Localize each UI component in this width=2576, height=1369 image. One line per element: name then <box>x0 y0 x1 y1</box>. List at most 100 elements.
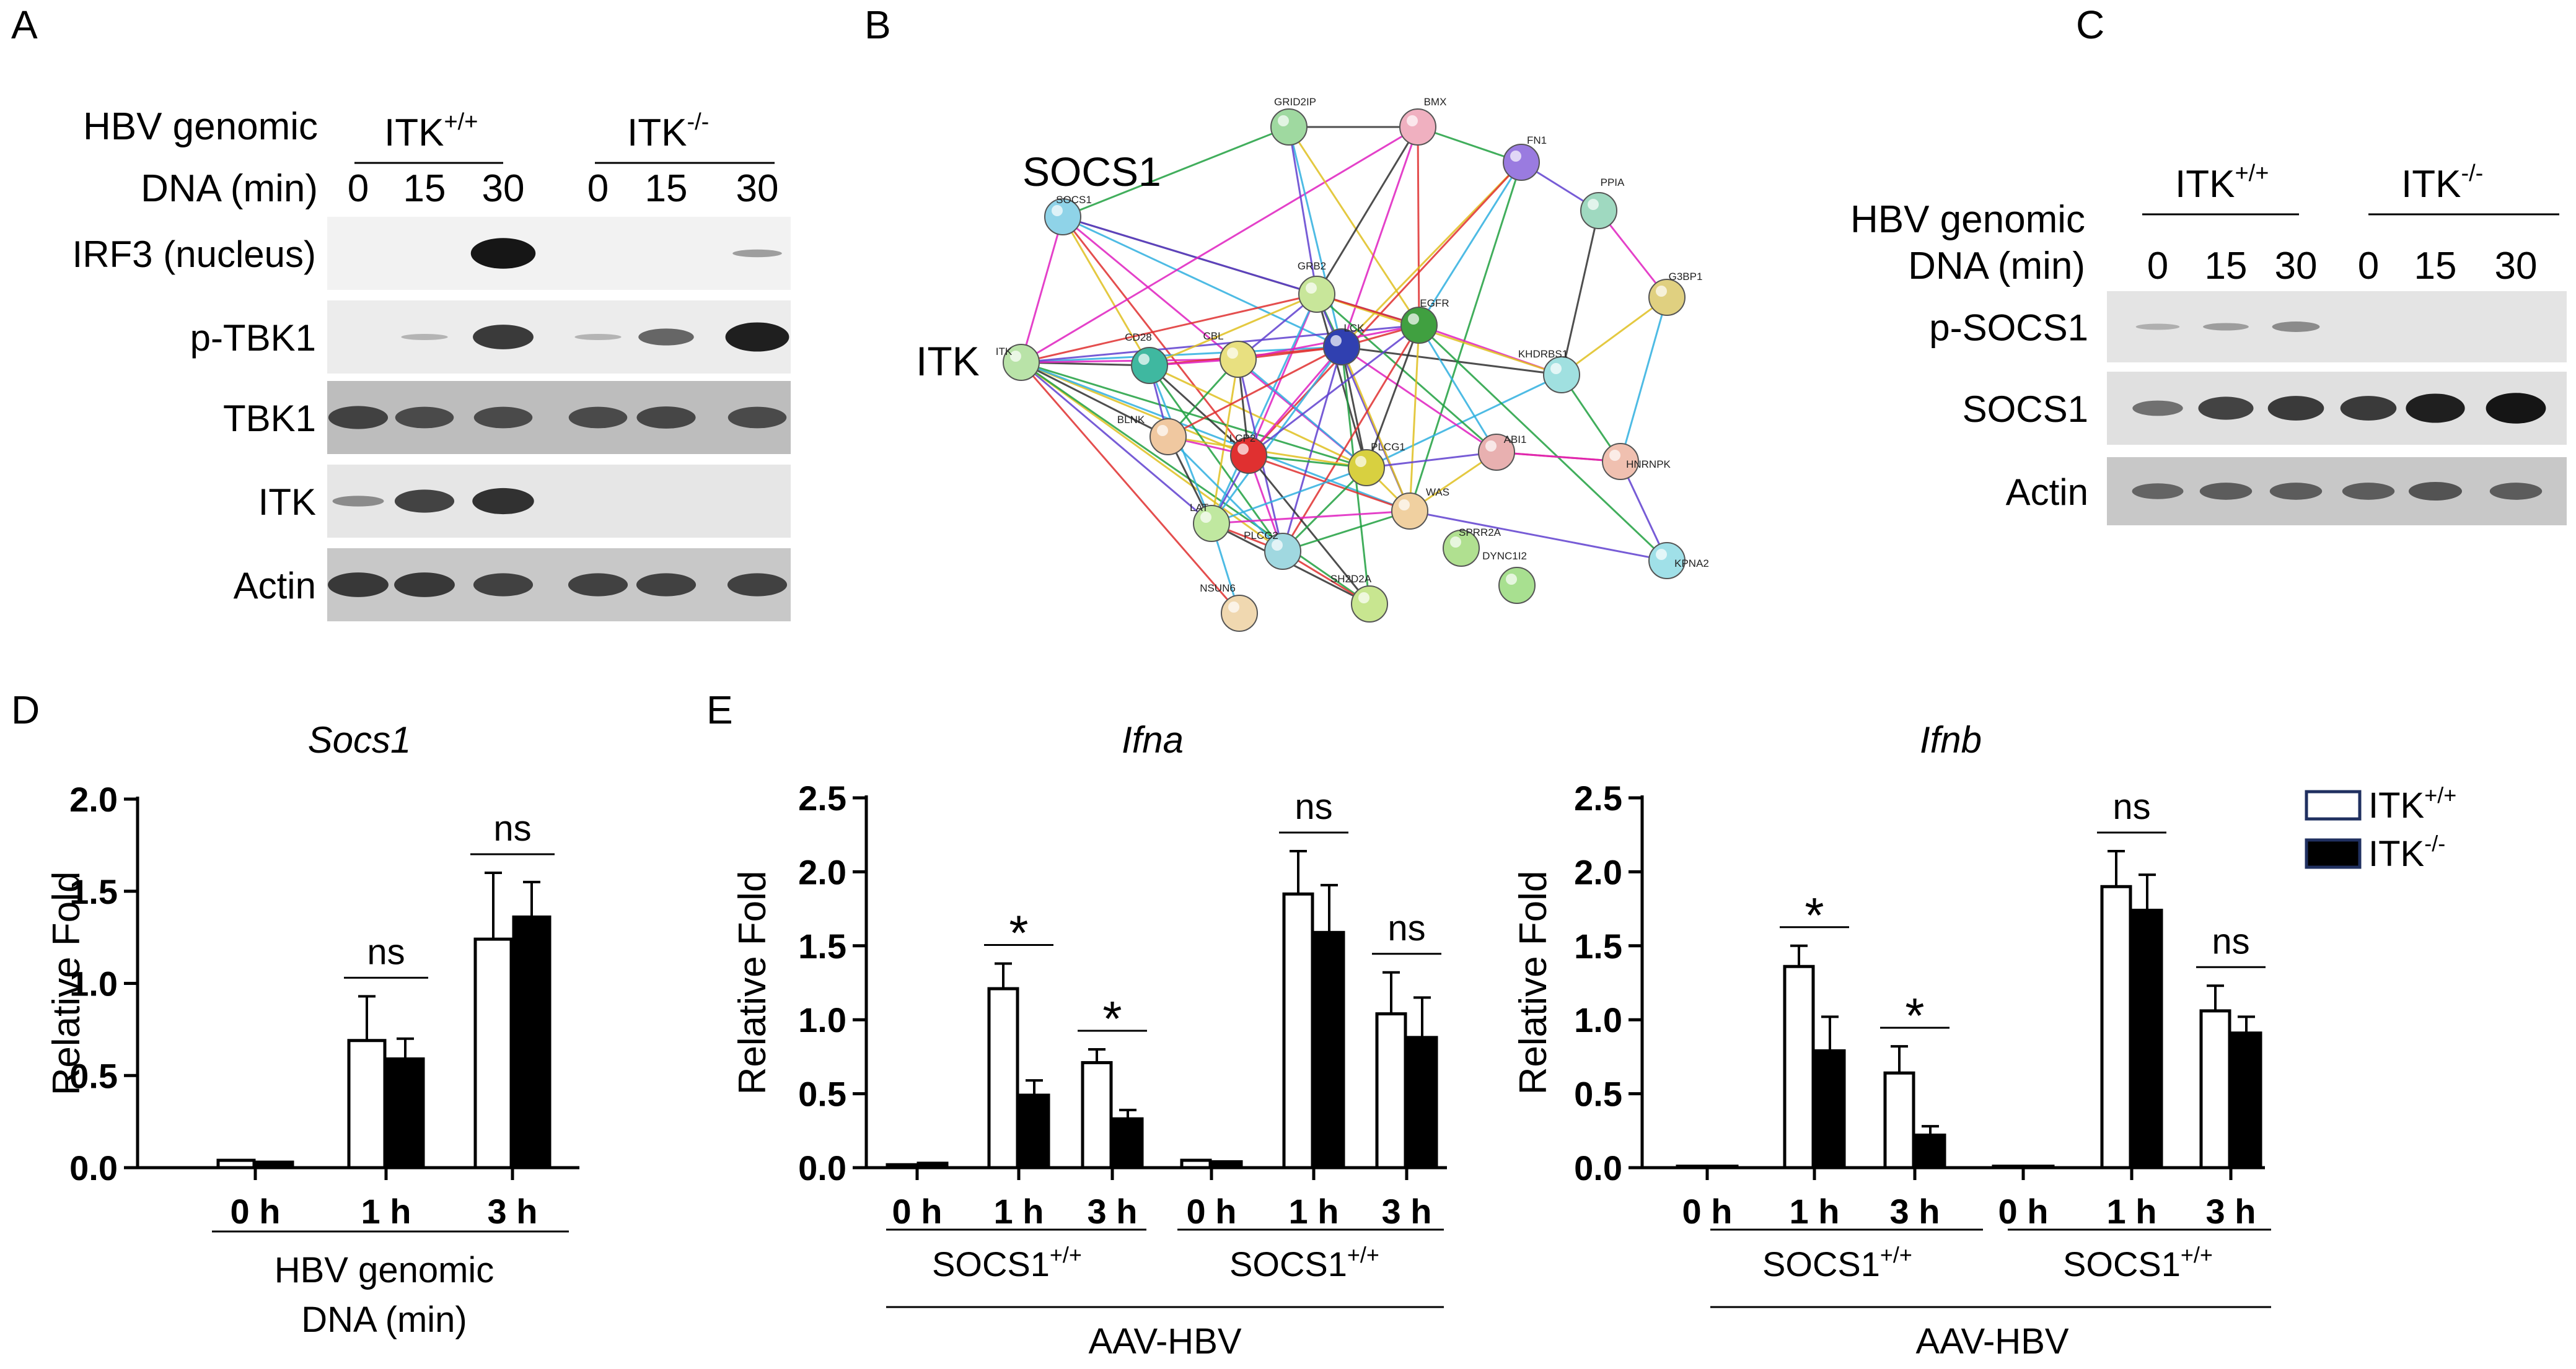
blot-band <box>728 406 787 429</box>
network-edge <box>1020 216 1064 363</box>
bar-itk-ko <box>1112 1117 1144 1170</box>
network-edge <box>1248 324 1420 457</box>
significance-label: * <box>1009 905 1028 960</box>
network-edge <box>1288 126 1318 295</box>
blot-band <box>395 406 454 429</box>
network-edge <box>1247 455 1371 605</box>
blot-band <box>2198 396 2254 420</box>
x-tick-label: 0 h <box>892 1192 943 1231</box>
significance-label: ns <box>2212 921 2249 961</box>
network-node <box>1648 279 1686 316</box>
blot-band <box>2489 483 2543 500</box>
lane-time-label: 0 <box>2147 245 2168 287</box>
network-edge <box>1210 294 1318 524</box>
blot-band <box>328 406 389 429</box>
x-tick-label: 3 h <box>1088 1192 1138 1231</box>
network-big-label-socs1: SOCS1 <box>1022 149 1161 195</box>
bar-itk-ko <box>1707 1165 1739 1170</box>
network-edge <box>1366 451 1497 469</box>
network-edge <box>1149 364 1367 469</box>
network-node <box>1580 192 1617 229</box>
bar-itk-wt <box>473 937 513 1170</box>
network-edge <box>1341 346 1562 376</box>
network-edge <box>1418 324 1668 562</box>
legend-swatch-itk-wt <box>2305 790 2362 821</box>
network-node-highlight <box>1408 313 1419 325</box>
network-edge <box>1418 162 1523 326</box>
network-edge <box>1149 293 1317 367</box>
network-edge <box>1366 374 1562 469</box>
network-node-label: BLNK <box>1117 414 1145 426</box>
bar-itk-wt <box>987 987 1019 1170</box>
network-node-highlight <box>1550 363 1562 374</box>
y-tick-label: 1.5 <box>798 927 846 966</box>
panel-label-a: A <box>11 2 38 47</box>
blot-row-label: SOCS1 <box>1963 388 2088 430</box>
network-edge <box>1316 126 1419 295</box>
chart-e-ifnb: Ifnb Relative Fold 0.0 0.5 1.0 1.5 2.0 2.5 0 h 1 … <box>1512 719 2271 1362</box>
bar-itk-ko <box>1814 1049 1846 1170</box>
blot-band <box>568 573 628 597</box>
network-node-label: LCP2 <box>1229 432 1256 444</box>
y-tick-label: 0.0 <box>798 1148 846 1187</box>
network-node-highlight <box>1157 425 1168 436</box>
network-edge <box>1247 161 1523 457</box>
x-tick-label: 3 h <box>1890 1192 1940 1231</box>
bar-itk-ko <box>1406 1036 1438 1170</box>
network-node-highlight <box>1358 592 1369 603</box>
network-node-label: SH2D2A <box>1330 573 1372 585</box>
blot-row-label: p-SOCS1 <box>1929 307 2088 349</box>
subgroup-label: SOCS1+/+ <box>932 1242 1082 1284</box>
chart-title: Ifnb <box>1920 719 1982 761</box>
panel-label-c: C <box>2076 2 2104 47</box>
legend-label-itk-ko: ITK-/- <box>2368 831 2445 874</box>
bar-itk-wt <box>1992 1165 2024 1170</box>
blot-band <box>2269 483 2323 500</box>
blot-c-time-labels: 0 15 30 0 15 30 <box>2147 245 2538 287</box>
network-node-highlight <box>1609 450 1620 461</box>
network-edge <box>1619 297 1668 462</box>
blot-a-header-line1: HBV genomic <box>83 105 318 148</box>
network-node-label: G3BP1 <box>1669 271 1703 282</box>
network-node-label: PPIA <box>1601 177 1625 188</box>
blot-a-group1: ITK+/+ <box>384 109 478 154</box>
blot-c-group1: ITK+/+ <box>2175 160 2269 206</box>
bar-itk-wt <box>1081 1061 1113 1170</box>
network-node <box>1348 449 1385 486</box>
network-edge <box>1282 510 1410 553</box>
y-tick-label: 2.0 <box>69 780 118 819</box>
lane-time-label: 0 <box>587 167 609 210</box>
network-edge <box>1167 346 1342 438</box>
network-edge <box>1167 435 1367 469</box>
y-tick-label: 1.0 <box>1574 1000 1622 1039</box>
bar-itk-wt <box>886 1163 918 1170</box>
chart-d-socs1: Socs1 Relative Fold 0.0 0.5 1.0 1.5 2.0 0 h 1 h n… <box>45 719 579 1340</box>
blot-band <box>636 573 697 597</box>
network-node-label: DYNC1I2 <box>1482 550 1527 562</box>
network-node-label: ITK <box>996 346 1013 357</box>
blot-band <box>332 496 384 507</box>
network-node <box>1498 567 1536 604</box>
group-label: AAV-HBV <box>1915 1321 2068 1362</box>
network-node-highlight <box>1200 512 1211 523</box>
bar-itk-ko <box>255 1160 294 1170</box>
network-edge <box>1316 293 1497 453</box>
blot-band <box>394 572 455 597</box>
network-node-label: WAS <box>1426 486 1449 498</box>
blot-row-label: TBK1 <box>223 398 316 439</box>
blot-c-group2: ITK-/- <box>2401 160 2483 206</box>
network-node-label: ABI1 <box>1504 434 1527 445</box>
significance-label: ns <box>1295 787 1332 827</box>
subgroup-label: SOCS1+/+ <box>1229 1242 1379 1284</box>
blot-band <box>2342 483 2395 500</box>
chart-title: Ifna <box>1122 719 1184 761</box>
blot-band <box>472 488 534 515</box>
bar-itk-wt <box>1180 1158 1212 1170</box>
network-node-highlight <box>1485 440 1497 452</box>
panel-b-network: SOCS1 ITK GRID2IP BMX FN1 PPIA GRB2 CD28 CBL LCK E… <box>916 96 1709 632</box>
bar-itk-wt <box>2100 885 2132 1170</box>
panel-c-western-blot: ITK+/+ ITK-/- HBV genomic DNA (min) 0 15 3… <box>1850 160 2567 525</box>
x-tick-label: 3 h <box>2206 1192 2256 1231</box>
lane-time-label: 0 <box>2358 245 2379 287</box>
network-edge <box>1021 361 1367 469</box>
